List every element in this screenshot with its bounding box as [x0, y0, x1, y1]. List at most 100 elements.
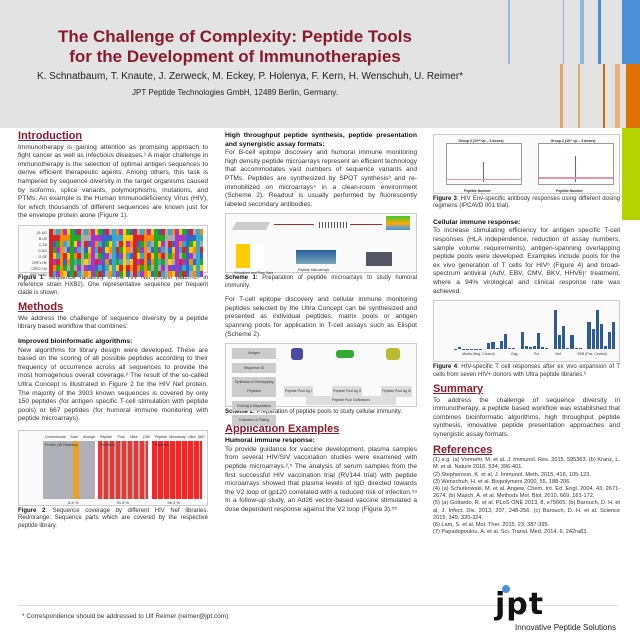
- authors: K. Schnatbaum, T. Knaute, J. Zerweck, M.…: [36, 71, 464, 82]
- scheme-step: Collection & Plating: [232, 415, 276, 426]
- orange-stripe: [578, 64, 580, 128]
- blue-stripe: [508, 0, 510, 64]
- bar: [595, 309, 599, 350]
- scheme-step: Pooling & Aliquotation: [232, 400, 276, 412]
- figure-1-caption: Figure 1: Sequence variability in the HI…: [18, 274, 208, 296]
- antigen-2-icon: [336, 350, 354, 359]
- bar: [566, 348, 570, 350]
- poster-header: The Challenge of Complexity: Peptide Too…: [0, 0, 640, 128]
- bar: [507, 347, 511, 350]
- blue-stripe: [580, 0, 584, 64]
- conventional-scan-map: [43, 440, 95, 499]
- summary-heading: Summary: [433, 382, 484, 395]
- peptide-pool-ultra-map: [98, 440, 148, 499]
- blue-stripe: [563, 0, 564, 64]
- scheme-1-caption: Scheme 1: Preparation of peptide microar…: [225, 275, 417, 289]
- bar: [554, 310, 558, 350]
- peptide-pool-labels: Peptide Pool Ag I Peptide Pool Ag II Pepti…: [284, 386, 412, 397]
- bar: [607, 331, 611, 350]
- bar: [537, 333, 541, 350]
- reference-item: (1) e.g. (a) Vormehr, M. et al. J. Immun…: [433, 457, 620, 471]
- bar: [587, 321, 591, 350]
- affiliation: JPT Peptide Technologies GmbH, 12489 Ber…: [132, 88, 338, 97]
- figure-2-coverage: 8.5 % 91.8 % 96.3 % Conventional Scan thro…: [18, 429, 208, 506]
- scheme-2-caption: Scheme 2: Preparation of peptide pools t…: [225, 409, 402, 416]
- bar: [541, 346, 545, 350]
- scheme-step: Synthesis of Overlapping Peptides: [232, 377, 276, 397]
- hts-text: For B-cell epitope discovery and humoral…: [225, 149, 417, 208]
- scheme-step: Sequence ID: [232, 362, 276, 374]
- humoral-text: To provide guidance for vaccine developm…: [225, 445, 417, 513]
- algorithms-text: New algorithms for library design were d…: [18, 346, 208, 423]
- methods-text: We address the challenge of sequence div…: [18, 314, 208, 331]
- bar: [528, 347, 532, 350]
- figure-1-sequence-alignment: 01.UG B.US C.ZA D.UG G.SE CRF1.HK CRF2.CM REF.H…: [18, 224, 208, 277]
- figure-4-tcell-chart: Media (Neg. Control) Gag Pol Nef SEB (Pos. C…: [433, 300, 620, 363]
- references-list: (1) e.g. (a) Vormehr, M. et al. J. Immun…: [433, 457, 620, 536]
- orange-stripe: [615, 64, 620, 128]
- reference-item: (3) Wenschuh, H. et al. Biopolymers 2000…: [433, 478, 571, 485]
- alignment-grid: 01.UG B.US C.ZA D.UG G.SE CRF1.HK CRF2.CM REF.H…: [30, 228, 203, 277]
- figure-2-headers: Conventional Scan through Protein (46 Pe…: [45, 434, 205, 448]
- peptide-microarray-ultra-map: [152, 440, 202, 499]
- scheme-2-steps: Antigen Sequence ID Synthesis of Overlappi…: [232, 348, 276, 430]
- peptide-microarray-icon: [296, 250, 336, 265]
- bar: [558, 335, 562, 350]
- tcell-text: For T-cell epitope discovery and cellula…: [225, 296, 417, 338]
- figure-2-caption: Figure 2: Sequence coverage by different…: [18, 507, 209, 529]
- pool-collections: Peptide Pool Collections: [306, 396, 396, 405]
- glass-slide-icon: [366, 252, 392, 267]
- data-visualization-icon: [236, 244, 264, 269]
- column-left: Introduction Immunotherapy is gaining at…: [18, 130, 208, 530]
- antigen-1-icon: [291, 348, 303, 361]
- plot-group-2: [538, 143, 614, 185]
- scheme-step: Antigen: [232, 348, 276, 359]
- scheme-2-peptide-pools: Antigen Sequence ID Synthesis of Overlappi…: [225, 343, 417, 426]
- introduction-text: Immunotherapy is gaining attention as pr…: [18, 143, 208, 220]
- introduction-heading: Introduction: [18, 130, 83, 142]
- bar: [562, 326, 566, 350]
- scheme-1-microarray-prep: Visualized and Raw Data Peptide Microarr…: [225, 213, 417, 275]
- algorithms-heading: Improved bioinformatic algorithms:: [18, 337, 133, 345]
- bar: [570, 334, 574, 350]
- figure-3-caption: Figure 3: HIV Env-specific antibody resp…: [433, 196, 620, 210]
- hts-heading: High throughput peptide synthesis, pepti…: [225, 132, 417, 148]
- blue-block: [622, 0, 640, 64]
- arrow-icon: [350, 224, 382, 226]
- coverage-values: 8.5 % 91.8 % 96.3 %: [68, 499, 180, 505]
- column-right: Group 3 (10¹⁰ vp – 3 doses) Group 2 (10¹…: [433, 130, 620, 536]
- jpt-logo: jpt Innovative Peptide Solutions: [495, 585, 616, 632]
- column-middle: High throughput peptide synthesis, pepti…: [225, 130, 417, 514]
- application-heading: Application Examples: [225, 422, 340, 435]
- antigen-3-icon: [386, 348, 400, 361]
- bar: [612, 321, 616, 350]
- footer-divider: [18, 605, 618, 606]
- reference-item: (7) Papadopoulou, A. et al. Sci. Transl.…: [433, 529, 588, 536]
- bar: [511, 348, 516, 350]
- figure-3-antibody-responses: Group 3 (10¹⁰ vp – 3 doses) Group 2 (10¹…: [433, 134, 620, 194]
- poster-title: The Challenge of Complexity: Peptide Too…: [58, 27, 412, 66]
- bar: [495, 347, 499, 350]
- bar: [603, 345, 607, 350]
- bar: [520, 331, 524, 350]
- bar: [524, 345, 528, 350]
- bar: [599, 324, 603, 350]
- orange-stripe: [560, 64, 563, 128]
- bar: [503, 333, 507, 350]
- bar: [533, 345, 537, 350]
- cellular-heading: Cellular immune response:: [433, 218, 521, 226]
- spots-icon: [319, 222, 347, 229]
- humoral-heading: Humoral immune response:: [225, 437, 315, 445]
- references-heading: References: [433, 443, 493, 456]
- blue-stripe: [598, 0, 601, 64]
- reference-item: (4) (a) Schutkowski, M. et al. Angew. Ch…: [433, 485, 620, 500]
- bar: [574, 348, 578, 350]
- logo-dot-icon: [502, 585, 510, 593]
- arrow-icon: [274, 224, 314, 226]
- bar: [499, 340, 503, 350]
- bar-series: [454, 305, 616, 350]
- reference-item: (2) Stephenson, K. et al. J. Immunol. Me…: [433, 471, 591, 478]
- correspondence-note: * Correspondence should be addressed to …: [22, 613, 229, 620]
- category-labels: Media (Neg. Control) Gag Pol Nef SEB (Pos. C…: [462, 352, 607, 357]
- green-stripe: [622, 128, 640, 220]
